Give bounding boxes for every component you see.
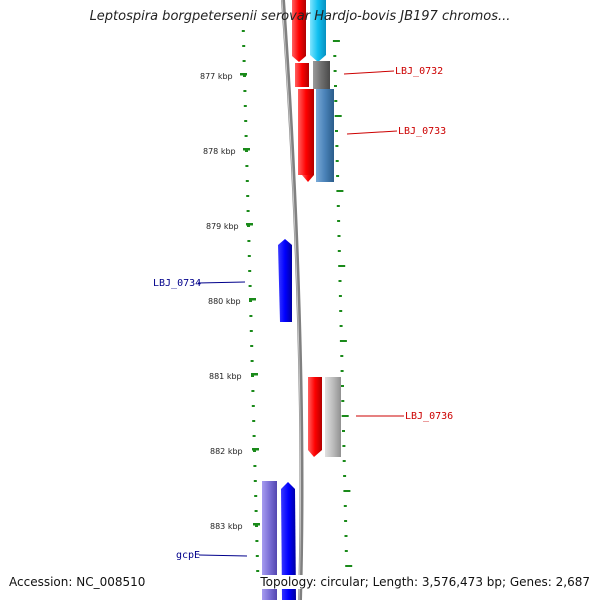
kbp-label: 881 kbp: [209, 372, 242, 381]
gene-cyan-feature[interactable]: [310, 0, 326, 62]
genome-summary-text: Topology: circular; Length: 3,576,473 bp…: [260, 575, 590, 589]
outer-ruler-track: [332, 40, 353, 567]
inner-ruler-track: [241, 30, 260, 572]
map-title: Leptospira borgpetersenii serovar Hardjo…: [89, 9, 511, 24]
gene-lbj-0732-feature[interactable]: [295, 63, 309, 87]
leader-line-gcpe: [198, 554, 248, 557]
major-ticks: [240, 73, 260, 526]
gene-lbj-0736-feature[interactable]: [308, 377, 322, 457]
kbp-label: 879 kbp: [206, 222, 239, 231]
accession-text: Accession: NC_008510: [9, 575, 146, 589]
gene-label-lbj-0732[interactable]: LBJ_0732: [395, 66, 443, 77]
gene-steel-feature[interactable]: [316, 89, 334, 182]
kbp-label: 882 kbp: [210, 447, 243, 456]
gene-label-lbj-0736[interactable]: LBJ_0736: [405, 411, 453, 422]
gene-lbj-0731-feature[interactable]: [292, 0, 306, 62]
kbp-label: 877 kbp: [200, 72, 233, 81]
leader-line-lbj-0734: [197, 281, 246, 284]
gene-light-gray-feature[interactable]: [325, 377, 341, 457]
gene-lbj-0734-feature[interactable]: [278, 239, 292, 322]
kbp-label: 878 kbp: [203, 147, 236, 156]
kbp-label: 880 kbp: [208, 297, 241, 306]
gene-label-gcpe[interactable]: gcpE: [176, 550, 200, 561]
gene-gray-feature[interactable]: [313, 61, 330, 89]
gene-label-lbj-0733[interactable]: LBJ_0733: [398, 126, 446, 137]
genome-backbone: [281, 0, 304, 600]
gene-lbj-0733-feature[interactable]: [298, 89, 314, 182]
gene-gcpe-feature[interactable]: [281, 482, 296, 600]
leader-line-lbj-0733: [346, 130, 398, 135]
gene-label-lbj-0734[interactable]: LBJ_0734: [153, 278, 201, 289]
kbp-label: 883 kbp: [210, 522, 243, 531]
leader-line-lbj-0732: [343, 70, 395, 75]
gene-lavender-feature[interactable]: [262, 481, 277, 600]
